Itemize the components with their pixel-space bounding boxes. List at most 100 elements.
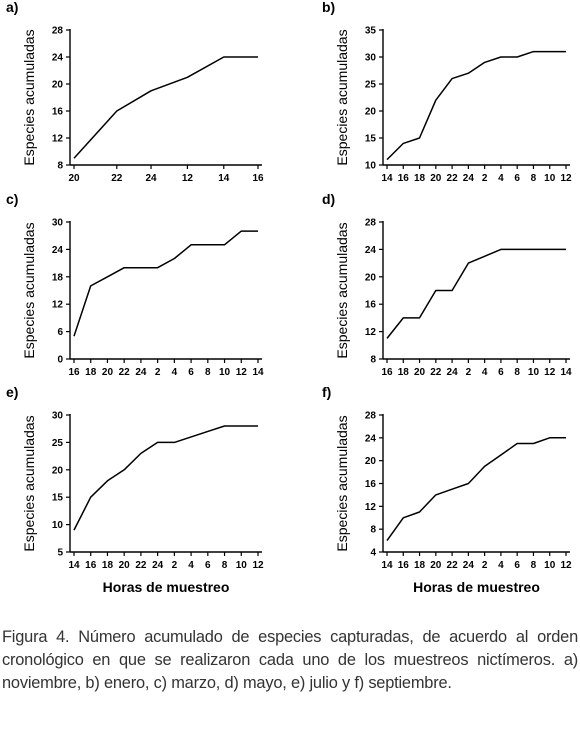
panel-label: f) [322, 384, 331, 400]
x-tick-label: 16 [398, 173, 410, 184]
x-tick-label: 14 [560, 367, 572, 378]
series-line [386, 437, 566, 542]
y-tick-label: 30 [52, 411, 64, 422]
y-tick-label: 24 [52, 245, 64, 256]
x-tick-label: 20 [430, 173, 442, 184]
y-tick-label: 24 [365, 245, 377, 256]
x-tick-label: 4 [188, 560, 194, 571]
x-tick-label: 18 [398, 367, 410, 378]
x-tick-label: 16 [398, 560, 410, 571]
x-tick-label: 22 [447, 560, 459, 571]
x-tick-label: 6 [188, 367, 194, 378]
x-tick-label: 12 [182, 173, 194, 184]
y-tick-label: 25 [365, 80, 377, 91]
x-tick-label: 12 [252, 560, 264, 571]
y-tick-label: 20 [52, 465, 64, 476]
x-tick-label: 24 [447, 367, 459, 378]
x-tick-label: 10 [236, 560, 248, 571]
x-tick-label: 12 [236, 367, 248, 378]
y-tick-label: 8 [57, 161, 63, 172]
series-line [386, 248, 566, 339]
y-tick-label: 0 [57, 355, 63, 366]
x-tick-label: 20 [119, 560, 131, 571]
x-tick-label: 2 [482, 560, 488, 571]
y-tick-label: 16 [365, 300, 377, 311]
y-tick-label: 15 [52, 493, 64, 504]
x-tick-label: 16 [252, 173, 264, 184]
x-tick-label: 12 [544, 367, 556, 378]
y-tick-label: 18 [52, 272, 64, 283]
y-tick-label: 20 [365, 272, 377, 283]
x-tick-label: 24 [145, 173, 157, 184]
y-axis-title: Especies acumuladas [21, 29, 37, 165]
x-tick-label: 2 [155, 367, 161, 378]
y-tick-label: 10 [365, 161, 377, 172]
x-tick-label: 12 [560, 560, 572, 571]
x-tick-label: 14 [252, 367, 264, 378]
x-tick-label: 6 [514, 560, 520, 571]
x-tick-label: 16 [381, 367, 393, 378]
x-tick-label: 24 [135, 367, 147, 378]
x-tick-label: 2 [482, 173, 488, 184]
y-tick-label: 12 [52, 300, 64, 311]
x-tick-label: 2 [172, 560, 178, 571]
y-axis-title: Especies acumuladas [21, 222, 37, 358]
y-axis-title: Especies acumuladas [334, 29, 350, 165]
y-tick-label: 4 [370, 548, 376, 559]
y-tick-label: 28 [365, 411, 377, 422]
x-tick-label: 14 [218, 173, 230, 184]
x-axis-title: Horas de muestreo [103, 579, 230, 595]
x-tick-label: 4 [498, 173, 504, 184]
x-tick-label: 20 [414, 367, 426, 378]
figure-caption: Figura 4. Número acumulado de especies c… [2, 628, 578, 692]
x-tick-label: 10 [528, 367, 540, 378]
x-tick-label: 24 [463, 173, 475, 184]
x-tick-label: 22 [135, 560, 147, 571]
x-tick-label: 8 [531, 173, 537, 184]
panel-label: d) [322, 191, 335, 207]
y-tick-label: 8 [370, 355, 376, 366]
y-tick-label: 24 [52, 53, 64, 64]
series-line [386, 50, 566, 161]
y-tick-label: 5 [57, 548, 63, 559]
y-tick-label: 28 [365, 218, 377, 229]
y-tick-label: 20 [52, 80, 64, 91]
x-tick-label: 20 [430, 560, 442, 571]
x-tick-label: 14 [68, 560, 80, 571]
y-tick-label: 28 [52, 26, 64, 37]
y-tick-label: 12 [365, 502, 377, 513]
x-tick-label: 24 [463, 560, 475, 571]
x-tick-label: 22 [119, 367, 131, 378]
y-axis-title: Especies acumuladas [21, 415, 37, 551]
chart-panel: a) 8 12 16 20 24 28 20 22 24 12 14 16 Especies acumul… [6, 0, 264, 184]
x-tick-label: 8 [205, 367, 211, 378]
x-tick-label: 8 [514, 367, 520, 378]
x-tick-label: 18 [414, 560, 426, 571]
x-tick-label: 22 [430, 367, 442, 378]
x-tick-label: 4 [482, 367, 488, 378]
y-tick-label: 16 [365, 479, 377, 490]
y-tick-label: 10 [52, 520, 64, 531]
x-tick-label: 22 [111, 173, 123, 184]
panel-label: a) [6, 0, 18, 15]
y-axis-title: Especies acumuladas [334, 222, 350, 358]
y-tick-label: 30 [52, 218, 64, 229]
series-line [73, 56, 258, 159]
y-axis-title: Especies acumuladas [334, 415, 350, 551]
x-tick-label: 6 [498, 367, 504, 378]
x-tick-label: 10 [544, 173, 556, 184]
x-tick-label: 10 [544, 560, 556, 571]
y-tick-label: 6 [57, 327, 63, 338]
x-tick-label: 4 [498, 560, 504, 571]
x-tick-label: 6 [205, 560, 211, 571]
panel-label: e) [6, 384, 18, 400]
y-tick-label: 12 [365, 327, 377, 338]
x-tick-label: 16 [85, 560, 97, 571]
y-tick-label: 35 [365, 26, 377, 37]
y-tick-label: 16 [52, 107, 64, 118]
x-tick-label: 24 [152, 560, 164, 571]
x-tick-label: 8 [222, 560, 228, 571]
